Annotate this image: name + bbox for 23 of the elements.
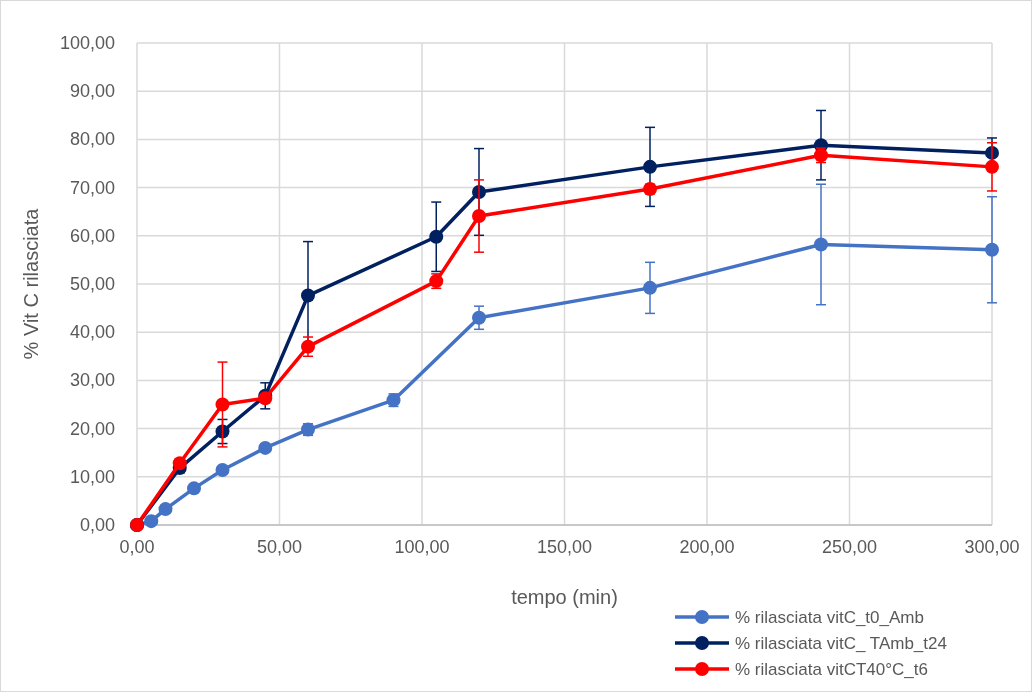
y-tick-label: 70,00: [69, 177, 115, 198]
y-tick-label: 20,00: [69, 418, 115, 439]
x-tick-label: 200,00: [679, 537, 735, 557]
y-tick-label: 60,00: [69, 225, 115, 246]
y-tick-label: 100,00: [59, 33, 115, 53]
x-tick-label: 100,00: [394, 537, 450, 557]
y-axis-title: % Vit C rilasciata: [20, 207, 42, 360]
x-tick-label: 50,00: [256, 537, 303, 557]
y-tick-label: 50,00: [69, 274, 115, 294]
y-tick-label: 90,00: [69, 81, 115, 102]
y-tick-label: 80,00: [69, 129, 115, 150]
y-tick-label: 0,00: [79, 515, 115, 535]
legend-label: % rilasciata vitC_ TAmb_t24: [735, 634, 947, 653]
x-tick-label: 0,00: [119, 537, 155, 557]
y-tick-label: 40,00: [69, 322, 115, 343]
y-tick-label: 10,00: [69, 466, 115, 487]
x-tick-label: 300,00: [964, 537, 1020, 557]
x-tick-label: 150,00: [536, 537, 593, 557]
legend-label: % rilasciata vitCT40°C_t6: [735, 660, 928, 679]
y-tick-label: 30,00: [69, 370, 115, 391]
legend-label: % rilasciata vitC_t0_Amb: [735, 608, 924, 627]
x-tick-label: 250,00: [821, 537, 878, 557]
x-axis-title: tempo (min): [511, 586, 618, 608]
